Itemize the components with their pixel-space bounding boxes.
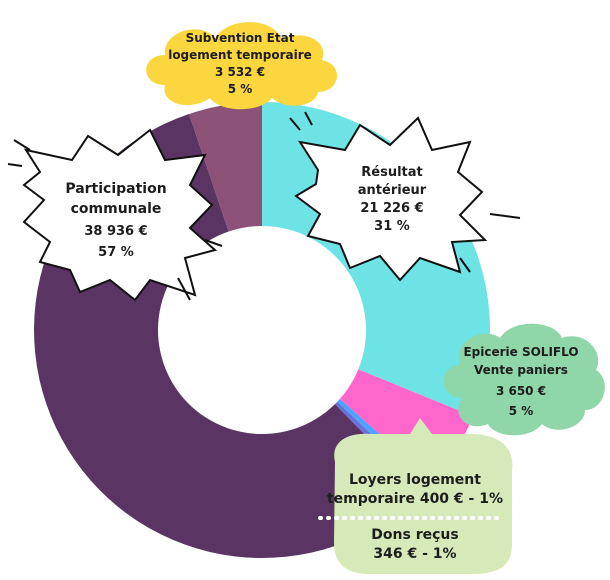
- epicerie-percent: 5 %: [509, 404, 534, 418]
- resultat-label: Résultat antérieur 21 226 € 31 %: [289, 111, 521, 282]
- participation-line-1: Participation: [65, 181, 166, 197]
- participation-burst-shape: [22, 128, 218, 302]
- loyers-dons-bubble-shape: [334, 418, 513, 574]
- dons-line-2: 346 € - 1%: [373, 546, 456, 562]
- slice-subvention: [188, 102, 262, 232]
- epicerie-line-1: Epicerie SOLIFLO: [463, 345, 578, 359]
- epicerie-line-2: Vente paniers: [474, 363, 568, 377]
- resultat-burst-shape: [294, 116, 488, 282]
- participation-amount: 38 936 €: [84, 224, 147, 239]
- epicerie-cloud-shape: [443, 323, 605, 436]
- epicerie-amount: 3 650 €: [496, 384, 546, 398]
- participation-percent: 57 %: [98, 245, 134, 260]
- subvention-cloud-shape: [146, 22, 338, 110]
- loyers-line-1: Loyers logement: [349, 472, 481, 488]
- subvention-amount: 3 532 €: [215, 65, 265, 79]
- dons-line-1: Dons reçus: [371, 527, 458, 543]
- participation-label: Participation communale 38 936 € 57 %: [7, 128, 223, 302]
- subvention-percent: 5 %: [228, 82, 253, 96]
- loyers-line-2: temporaire 400 € - 1%: [327, 491, 503, 507]
- participation-line-2: communale: [71, 201, 162, 217]
- resultat-percent: 31 %: [374, 219, 410, 234]
- resultat-line-1: Résultat: [361, 165, 422, 180]
- subvention-line-2: logement temporaire: [168, 48, 312, 62]
- resultat-amount: 21 226 €: [360, 201, 423, 216]
- loyers-dons-label: Loyers logement temporaire 400 € - 1% Do…: [318, 418, 513, 574]
- epicerie-label: Epicerie SOLIFLO Vente paniers 3 650 € 5…: [443, 323, 605, 436]
- subvention-label: Subvention Etat logement temporaire 3 53…: [146, 22, 338, 110]
- resultat-line-2: antérieur: [358, 183, 427, 198]
- subvention-line-1: Subvention Etat: [186, 31, 295, 45]
